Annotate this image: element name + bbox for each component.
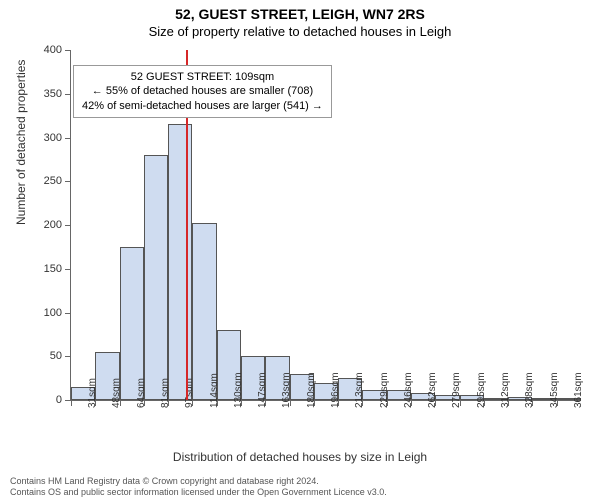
y-tick-label: 0 bbox=[56, 394, 62, 406]
callout-line-3: 42% of semi-detached houses are larger (… bbox=[82, 99, 323, 113]
y-tick bbox=[65, 138, 71, 139]
histogram-bar bbox=[168, 124, 192, 400]
x-tick bbox=[265, 400, 266, 406]
x-tick bbox=[387, 400, 388, 406]
chart-container: 52, GUEST STREET, LEIGH, WN7 2RS Size of… bbox=[0, 0, 600, 500]
x-tick bbox=[95, 400, 96, 406]
x-tick-label: 295sqm bbox=[476, 372, 487, 408]
chart-title: 52, GUEST STREET, LEIGH, WN7 2RS bbox=[0, 0, 600, 22]
y-tick-label: 100 bbox=[44, 307, 62, 319]
x-tick bbox=[192, 400, 193, 406]
y-tick bbox=[65, 269, 71, 270]
plot-area: 31sqm48sqm64sqm81sqm97sqm114sqm130sqm147… bbox=[70, 50, 581, 401]
y-tick-label: 300 bbox=[44, 132, 62, 144]
callout-box: 52 GUEST STREET: 109sqm← 55% of detached… bbox=[73, 65, 332, 118]
x-tick bbox=[217, 400, 218, 406]
y-tick bbox=[65, 94, 71, 95]
x-tick bbox=[144, 400, 145, 406]
y-tick-label: 150 bbox=[44, 263, 62, 275]
y-tick-label: 400 bbox=[44, 44, 62, 56]
x-tick bbox=[338, 400, 339, 406]
y-tick bbox=[65, 225, 71, 226]
x-tick-label: 312sqm bbox=[500, 372, 511, 408]
y-tick-label: 50 bbox=[50, 350, 62, 362]
x-tick bbox=[362, 400, 363, 406]
y-tick-label: 350 bbox=[44, 88, 62, 100]
x-tick bbox=[241, 400, 242, 406]
histogram-bar bbox=[144, 155, 168, 400]
x-tick bbox=[557, 400, 558, 406]
x-tick bbox=[168, 400, 169, 406]
x-tick-label: 279sqm bbox=[451, 372, 462, 408]
y-tick bbox=[65, 313, 71, 314]
x-tick bbox=[314, 400, 315, 406]
callout-line-1: 52 GUEST STREET: 109sqm bbox=[82, 70, 323, 84]
x-tick-label: 328sqm bbox=[524, 372, 535, 408]
x-tick bbox=[532, 400, 533, 406]
footer-line-1: Contains HM Land Registry data © Crown c… bbox=[10, 476, 387, 487]
x-axis-label: Distribution of detached houses by size … bbox=[0, 450, 600, 464]
x-tick bbox=[460, 400, 461, 406]
y-tick-label: 200 bbox=[44, 219, 62, 231]
x-tick-label: 345sqm bbox=[549, 372, 560, 408]
x-tick bbox=[120, 400, 121, 406]
x-tick bbox=[508, 400, 509, 406]
x-tick bbox=[71, 400, 72, 406]
x-tick bbox=[290, 400, 291, 406]
x-tick bbox=[484, 400, 485, 406]
x-tick bbox=[435, 400, 436, 406]
y-tick bbox=[65, 181, 71, 182]
callout-line-2: ← 55% of detached houses are smaller (70… bbox=[82, 84, 323, 98]
y-tick bbox=[65, 356, 71, 357]
x-tick-label: 361sqm bbox=[573, 372, 584, 408]
x-tick bbox=[411, 400, 412, 406]
x-tick-label: 262sqm bbox=[427, 372, 438, 408]
chart-footer: Contains HM Land Registry data © Crown c… bbox=[10, 476, 387, 498]
y-tick bbox=[65, 50, 71, 51]
x-tick-label: 246sqm bbox=[403, 372, 414, 408]
chart-subtitle: Size of property relative to detached ho… bbox=[0, 24, 600, 39]
y-tick-label: 250 bbox=[44, 175, 62, 187]
y-axis-label: Number of detached properties bbox=[14, 60, 28, 225]
footer-line-2: Contains OS and public sector informatio… bbox=[10, 487, 387, 498]
